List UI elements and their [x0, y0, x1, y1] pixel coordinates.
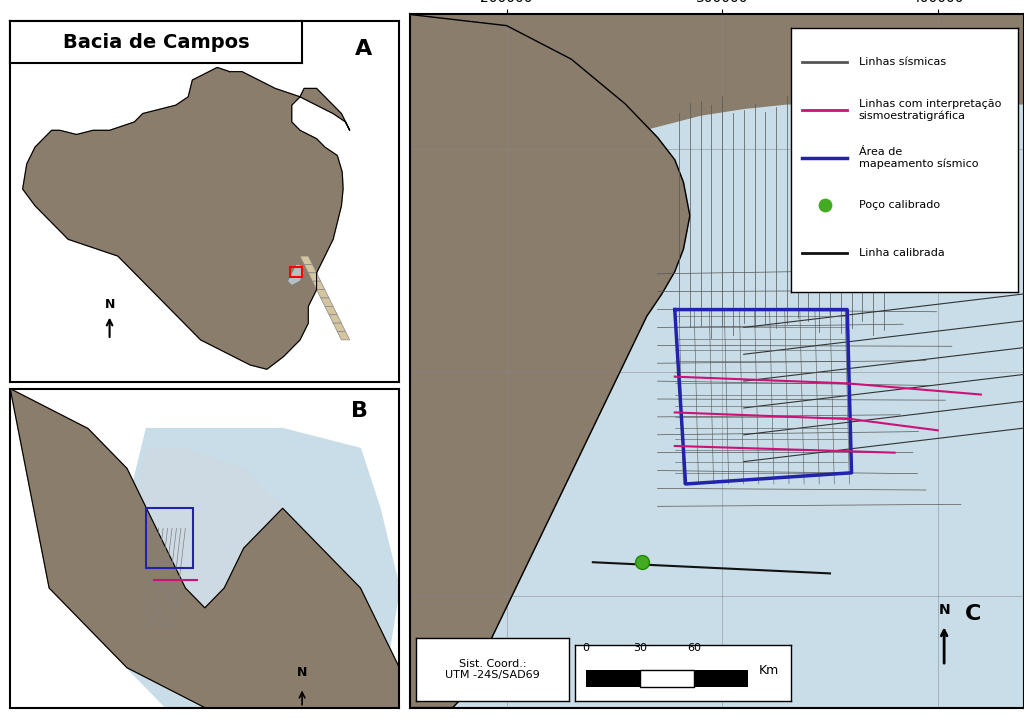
Polygon shape: [337, 331, 349, 340]
Polygon shape: [23, 67, 349, 369]
Polygon shape: [127, 508, 244, 648]
Text: N: N: [938, 604, 950, 617]
Text: N: N: [104, 297, 115, 310]
Polygon shape: [321, 298, 333, 306]
Text: A: A: [355, 40, 372, 59]
Polygon shape: [304, 264, 316, 273]
Polygon shape: [308, 273, 321, 281]
Text: Bacia de Campos: Bacia de Campos: [62, 32, 250, 52]
Polygon shape: [288, 264, 304, 285]
Text: B: B: [351, 401, 369, 422]
Bar: [146, 508, 194, 568]
Polygon shape: [312, 281, 325, 290]
Polygon shape: [10, 388, 399, 708]
Polygon shape: [325, 306, 337, 315]
Polygon shape: [127, 448, 341, 708]
Polygon shape: [410, 14, 1024, 137]
Polygon shape: [108, 429, 399, 708]
Polygon shape: [333, 323, 345, 331]
Bar: [290, 267, 302, 277]
Text: N: N: [297, 666, 307, 679]
Text: C: C: [965, 604, 981, 625]
Point: [634, 557, 650, 568]
Polygon shape: [300, 256, 312, 264]
Polygon shape: [329, 315, 341, 323]
Polygon shape: [316, 290, 329, 298]
Polygon shape: [410, 14, 690, 708]
